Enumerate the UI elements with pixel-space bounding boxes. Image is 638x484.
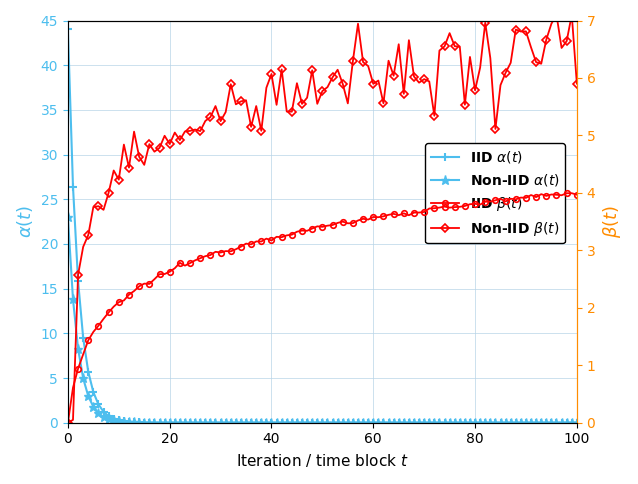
Non-IID $\alpha(t)$ bbox=[420, 420, 428, 425]
Line: Non-IID $\beta(t)$: Non-IID $\beta(t)$ bbox=[65, 12, 580, 426]
Non-IID $\alpha(t)$ bbox=[64, 214, 71, 220]
Non-IID $\alpha(t)$ bbox=[446, 420, 454, 425]
IID $\beta(t)$ bbox=[191, 257, 199, 263]
Non-IID $\beta(t)$ bbox=[191, 127, 199, 133]
Line: Non-IID $\alpha(t)$: Non-IID $\alpha(t)$ bbox=[63, 212, 581, 427]
Non-IID $\alpha(t)$ bbox=[573, 420, 581, 425]
Non-IID $\alpha(t)$ bbox=[298, 420, 306, 425]
IID $\beta(t)$ bbox=[64, 420, 71, 425]
IID $\alpha(t)$ bbox=[100, 409, 107, 415]
X-axis label: Iteration / time block $t$: Iteration / time block $t$ bbox=[236, 452, 409, 469]
IID $\beta(t)$ bbox=[298, 227, 306, 233]
Non-IID $\alpha(t)$ bbox=[369, 420, 377, 425]
IID $\alpha(t)$ bbox=[64, 27, 71, 32]
Non-IID $\beta(t)$ bbox=[64, 420, 71, 425]
Non-IID $\beta(t)$ bbox=[573, 81, 581, 87]
Non-IID $\beta(t)$ bbox=[553, 12, 560, 17]
IID $\beta(t)$ bbox=[369, 214, 377, 220]
IID $\beta(t)$ bbox=[420, 209, 428, 215]
Non-IID $\alpha(t)$ bbox=[191, 420, 199, 425]
Y-axis label: $\beta(t)$: $\beta(t)$ bbox=[601, 205, 623, 238]
Non-IID $\beta(t)$ bbox=[420, 76, 428, 82]
IID $\alpha(t)$ bbox=[420, 420, 428, 425]
Line: IID $\alpha(t)$: IID $\alpha(t)$ bbox=[64, 26, 581, 426]
IID $\alpha(t)$ bbox=[191, 420, 199, 425]
Y-axis label: $\alpha(t)$: $\alpha(t)$ bbox=[15, 205, 35, 238]
IID $\alpha(t)$ bbox=[446, 420, 454, 425]
IID $\beta(t)$ bbox=[573, 192, 581, 197]
IID $\beta(t)$ bbox=[100, 316, 107, 322]
Non-IID $\beta(t)$ bbox=[100, 207, 107, 213]
Line: IID $\beta(t)$: IID $\beta(t)$ bbox=[65, 190, 580, 425]
IID $\alpha(t)$ bbox=[369, 420, 377, 425]
Non-IID $\beta(t)$ bbox=[369, 81, 377, 87]
IID $\beta(t)$ bbox=[446, 205, 454, 211]
Non-IID $\alpha(t)$ bbox=[100, 414, 107, 420]
Non-IID $\beta(t)$ bbox=[446, 30, 454, 36]
Non-IID $\beta(t)$ bbox=[298, 101, 306, 107]
IID $\alpha(t)$ bbox=[573, 420, 581, 425]
Legend: IID $\alpha(t)$, Non-IID $\alpha(t)$, IID $\beta(t)$, Non-IID $\beta(t)$: IID $\alpha(t)$, Non-IID $\alpha(t)$, II… bbox=[425, 143, 565, 243]
IID $\alpha(t)$ bbox=[298, 420, 306, 425]
IID $\beta(t)$ bbox=[568, 190, 575, 196]
